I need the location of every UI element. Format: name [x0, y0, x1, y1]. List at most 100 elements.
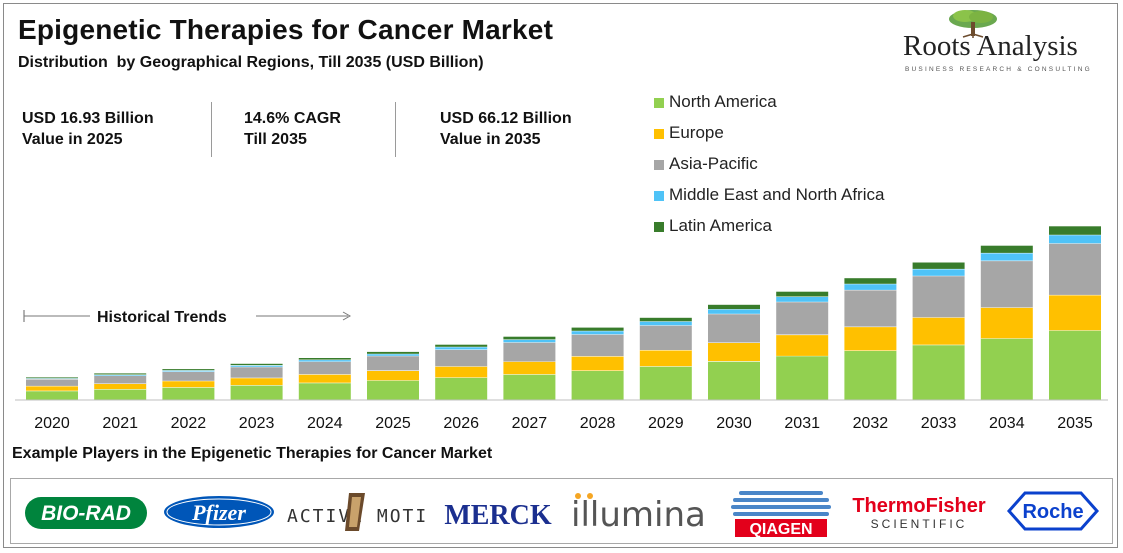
bar-segment-2032-asia-pacific — [844, 289, 897, 327]
svg-text:QIAGEN: QIAGEN — [749, 521, 812, 538]
pfizer-logo: Pfizer — [164, 496, 274, 528]
bar-segment-2025-europe — [367, 370, 419, 381]
bar-segment-2024-asia-pacific — [298, 361, 351, 375]
bar-segment-2024-latin-america — [298, 358, 351, 360]
bar-segment-2024-north-america — [298, 382, 351, 400]
legend-label: Middle East and North Africa — [669, 185, 885, 204]
players-logo-strip: BIO-RAD Pfizer ACTIVE MOTIF MERCK illumi… — [10, 478, 1113, 544]
bar-segment-2025-middle-east-and-north-africa — [367, 353, 419, 356]
bar-segment-2029-europe — [639, 350, 692, 367]
x-tick-label-2032: 2032 — [853, 415, 889, 432]
bar-segment-2021-middle-east-and-north-africa — [94, 374, 147, 376]
players-title: Example Players in the Epigenetic Therap… — [12, 445, 493, 462]
arrow-icon — [342, 311, 352, 321]
chart-title: Epigenetic Therapies for Cancer Market — [18, 14, 554, 45]
roots-analysis-logo: Roots Analysis BUSINESS RESEARCH & CONSU… — [895, 8, 1110, 76]
bar-segment-2025-north-america — [367, 380, 419, 400]
stat-line-1: USD 16.93 Billion — [22, 110, 154, 127]
bar-segment-2029-latin-america — [639, 317, 692, 322]
x-tick-label-2027: 2027 — [512, 415, 548, 432]
bar-segment-2035-north-america — [1049, 330, 1101, 400]
bar-segment-2029-middle-east-and-north-africa — [639, 321, 692, 326]
bar-segment-2024-middle-east-and-north-africa — [298, 359, 351, 362]
stat-cagr: 14.6% CAGR Till 2035 — [244, 108, 341, 150]
bar-segment-2027-north-america — [503, 374, 556, 400]
bar-segment-2026-north-america — [435, 377, 488, 400]
stat-line-1: USD 66.12 Billion — [440, 110, 572, 127]
bar-segment-2031-europe — [776, 334, 829, 356]
illumina-logo: illumina — [571, 493, 706, 535]
bar-segment-2034-north-america — [980, 338, 1033, 400]
bar-segment-2031-north-america — [776, 355, 829, 400]
bar-segment-2028-asia-pacific — [571, 334, 624, 357]
x-tick-label-2028: 2028 — [580, 415, 616, 432]
bar-segment-2020-asia-pacific — [26, 379, 78, 386]
bar-segment-2026-middle-east-and-north-africa — [435, 346, 488, 350]
bar-segment-2027-europe — [503, 361, 556, 375]
bar-segment-2023-middle-east-and-north-africa — [230, 365, 283, 367]
bar-segment-2033-north-america — [912, 344, 965, 400]
x-tick-label-2029: 2029 — [648, 415, 684, 432]
stat-line-2: Value in 2035 — [440, 131, 541, 148]
bar-segment-2029-asia-pacific — [639, 325, 692, 350]
stat-line-2: Value in 2025 — [22, 131, 123, 148]
bar-segment-2027-asia-pacific — [503, 342, 556, 362]
legend-label: Europe — [669, 123, 724, 142]
active-motif-logo: ACTIVE MOTIF — [287, 493, 425, 531]
legend-label: North America — [669, 92, 777, 111]
bar-segment-2022-north-america — [162, 387, 215, 400]
x-tick-label-2025: 2025 — [375, 415, 411, 432]
bar-segment-2030-latin-america — [708, 304, 760, 310]
x-tick-label-2021: 2021 — [102, 415, 138, 432]
svg-text:Roche: Roche — [1022, 501, 1083, 523]
thermo-fisher-logo: ThermoFisher SCIENTIFIC — [852, 495, 986, 531]
bar-segment-2029-north-america — [639, 366, 692, 400]
bar-segment-2035-latin-america — [1049, 226, 1101, 235]
bar-segment-2023-europe — [230, 377, 283, 386]
bar-segment-2034-europe — [980, 307, 1033, 339]
bar-segment-2030-europe — [708, 342, 760, 362]
bar-group — [26, 226, 1101, 400]
svg-text:SCIENTIFIC: SCIENTIFIC — [871, 517, 968, 531]
stat-divider — [211, 102, 212, 157]
bio-rad-logo: BIO-RAD — [25, 497, 147, 529]
x-axis-ticks: 2020 2021 2022 2023 2024 2025 2026 2027 2028 2029… — [34, 415, 1093, 432]
stat-line-2: Till 2035 — [244, 131, 307, 148]
bar-segment-2035-europe — [1049, 294, 1101, 331]
logo-tagline: BUSINESS RESEARCH & CONSULTING — [905, 66, 1092, 73]
svg-text:ThermoFisher: ThermoFisher — [852, 495, 986, 517]
legend-swatch — [654, 222, 664, 232]
x-tick-label-2034: 2034 — [989, 415, 1025, 432]
bar-segment-2028-europe — [571, 356, 624, 371]
stacked-bar-chart: 2020 2021 2022 2023 2024 2025 2026 2027 2028 2029… — [15, 226, 1108, 432]
historical-trends-annotation: Historical Trends — [23, 309, 352, 326]
bar-segment-2032-latin-america — [844, 278, 897, 284]
bar-segment-2033-middle-east-and-north-africa — [912, 268, 965, 276]
svg-text:illumina: illumina — [571, 495, 706, 535]
legend-swatch — [654, 160, 664, 170]
bar-segment-2021-europe — [94, 383, 147, 390]
bar-segment-2025-asia-pacific — [367, 355, 419, 371]
stat-line-1: 14.6% CAGR — [244, 110, 341, 127]
x-tick-label-2020: 2020 — [34, 415, 70, 432]
bar-segment-2030-middle-east-and-north-africa — [708, 309, 760, 314]
stat-value-2035: USD 66.12 Billion Value in 2035 — [440, 108, 572, 150]
bar-segment-2031-latin-america — [776, 291, 829, 297]
bar-segment-2034-middle-east-and-north-africa — [980, 252, 1033, 261]
merck-logo: MERCK — [444, 500, 552, 531]
bar-segment-2028-middle-east-and-north-africa — [571, 330, 624, 335]
bar-segment-2033-asia-pacific — [912, 275, 965, 318]
bar-segment-2035-asia-pacific — [1049, 243, 1101, 295]
bar-segment-2022-latin-america — [162, 369, 215, 371]
bar-segment-2022-middle-east-and-north-africa — [162, 370, 215, 372]
stat-divider — [395, 102, 396, 157]
logo-name: Roots Analysis — [903, 30, 1078, 62]
x-tick-label-2026: 2026 — [443, 415, 479, 432]
bar-segment-2020-north-america — [26, 390, 78, 400]
bar-segment-2032-north-america — [844, 350, 897, 400]
legend-swatch — [654, 129, 664, 139]
legend-label: Latin America — [669, 216, 772, 235]
x-tick-label-2024: 2024 — [307, 415, 343, 432]
bar-segment-2030-north-america — [708, 361, 760, 400]
bar-segment-2032-europe — [844, 326, 897, 351]
